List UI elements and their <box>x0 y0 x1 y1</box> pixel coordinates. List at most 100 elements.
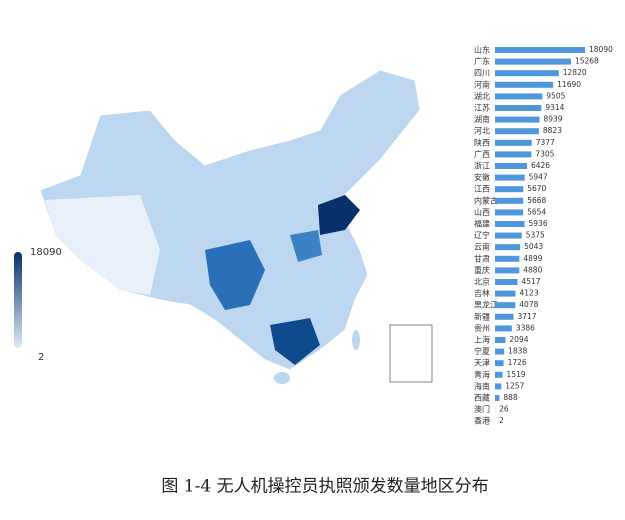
value-label: 5043 <box>524 242 543 251</box>
category-label: 湖南 <box>474 114 490 124</box>
value-label: 12820 <box>563 68 587 77</box>
bar <box>495 59 571 65</box>
category-label: 山西 <box>474 207 490 217</box>
value-label: 15268 <box>575 57 599 66</box>
bar <box>495 302 515 308</box>
value-label: 7305 <box>535 149 554 158</box>
inset-box <box>390 325 432 382</box>
value-label: 9314 <box>545 103 564 112</box>
bar <box>495 140 532 146</box>
bar <box>495 93 542 99</box>
category-label: 新疆 <box>474 311 490 321</box>
value-label: 11690 <box>557 80 581 89</box>
category-label: 内蒙古 <box>474 195 498 205</box>
bar <box>495 117 539 123</box>
category-label: 辽宁 <box>474 230 490 240</box>
value-label: 1838 <box>508 347 527 356</box>
value-label: 2 <box>499 416 504 425</box>
value-label: 18090 <box>589 45 613 54</box>
value-label: 4123 <box>520 289 539 298</box>
value-label: 7377 <box>536 138 555 147</box>
category-label: 香港 <box>474 416 490 426</box>
category-label: 安徽 <box>474 172 490 182</box>
bar <box>495 395 499 401</box>
bar <box>495 163 527 169</box>
value-label: 6426 <box>531 161 550 170</box>
bar <box>495 70 559 76</box>
category-label: 四川 <box>474 69 490 78</box>
bar <box>495 198 523 204</box>
category-label: 河南 <box>474 79 490 89</box>
bar <box>495 186 523 192</box>
category-label: 天津 <box>474 358 490 368</box>
value-label: 26 <box>499 405 509 414</box>
value-label: 5936 <box>529 219 548 228</box>
value-label: 4899 <box>523 254 542 263</box>
value-label: 8823 <box>543 126 562 135</box>
bar <box>495 82 553 88</box>
value-label: 1519 <box>507 370 526 379</box>
category-label: 江西 <box>474 185 490 194</box>
visual-map-bar <box>14 252 22 348</box>
value-label: 3717 <box>517 312 536 321</box>
map-island <box>274 372 290 384</box>
category-label: 宁夏 <box>474 346 490 356</box>
category-label: 福建 <box>474 219 490 229</box>
bar <box>495 267 519 273</box>
value-label: 5668 <box>527 196 546 205</box>
value-label: 5670 <box>527 184 546 193</box>
category-label: 海南 <box>474 381 490 391</box>
category-label: 广东 <box>474 56 490 66</box>
bar <box>495 151 531 157</box>
category-label: 河北 <box>474 126 490 136</box>
category-label: 青海 <box>474 369 490 379</box>
value-label: 4880 <box>523 265 542 274</box>
category-label: 贵州 <box>474 323 490 333</box>
category-label: 吉林 <box>474 288 490 298</box>
bar <box>495 233 522 239</box>
value-label: 1257 <box>505 381 524 390</box>
bar <box>495 128 539 134</box>
category-label: 广西 <box>474 149 490 159</box>
bar <box>495 47 585 53</box>
caption: 图 1-4 无人机操控员执照颁发数量地区分布 <box>161 477 488 497</box>
value-label: 8939 <box>543 115 562 124</box>
value-label: 5375 <box>526 231 545 240</box>
bar <box>495 105 541 111</box>
bar <box>495 372 503 378</box>
bar <box>495 337 505 343</box>
bar <box>495 221 525 227</box>
value-label: 4078 <box>519 300 538 309</box>
category-label: 北京 <box>474 277 490 287</box>
category-label: 黑龙江 <box>474 300 498 310</box>
category-label: 西藏 <box>474 393 490 403</box>
bar <box>495 360 504 366</box>
category-label: 陕西 <box>474 137 490 147</box>
bar <box>495 325 512 331</box>
bar <box>495 209 523 215</box>
value-label: 5947 <box>529 173 548 182</box>
visual-map-min: 2 <box>38 352 44 363</box>
bar <box>495 291 516 297</box>
bar <box>495 314 513 320</box>
bar <box>495 175 525 181</box>
category-label: 甘肃 <box>474 253 490 263</box>
category-label: 湖北 <box>474 92 490 101</box>
category-label: 上海 <box>474 335 490 345</box>
category-label: 重庆 <box>474 265 490 275</box>
value-label: 5654 <box>527 207 546 216</box>
map-region <box>45 195 160 295</box>
value-label: 3386 <box>516 323 535 332</box>
map-island <box>352 330 360 350</box>
value-label: 1726 <box>508 358 527 367</box>
value-label: 888 <box>503 393 518 402</box>
category-label: 浙江 <box>474 161 490 171</box>
bar <box>495 349 504 355</box>
value-label: 9505 <box>546 91 565 100</box>
bar <box>495 383 501 389</box>
visual-map-max: 18090 <box>30 247 62 258</box>
category-label: 澳门 <box>474 404 490 414</box>
category-label: 山东 <box>474 45 490 55</box>
bar <box>495 244 520 250</box>
